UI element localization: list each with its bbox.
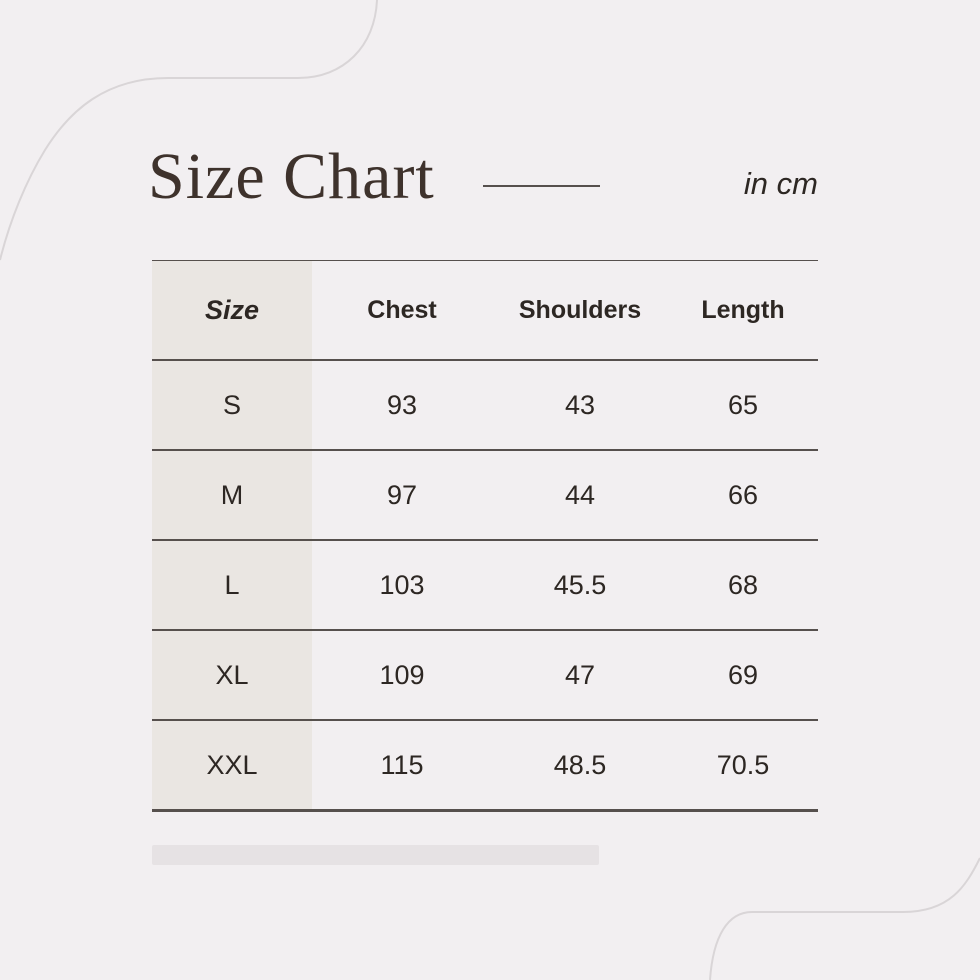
footer-accent-bar bbox=[152, 845, 599, 865]
column-header-length: Length bbox=[701, 295, 785, 324]
row-label: XL bbox=[152, 631, 312, 719]
cell-length: 70.5 bbox=[716, 749, 770, 780]
table-row: S 93 43 65 bbox=[152, 361, 818, 451]
size-table: Size Chest Shoulders Length S 93 43 65 M… bbox=[152, 260, 818, 812]
column-header-shoulders: Shoulders bbox=[518, 295, 642, 324]
unit-label: in cm bbox=[743, 166, 818, 201]
cell-shoulders: 44 bbox=[564, 479, 596, 510]
cell-shoulders: 47 bbox=[564, 659, 596, 690]
table-header-row: Size Chest Shoulders Length bbox=[152, 261, 818, 361]
cell-length: 66 bbox=[727, 479, 759, 510]
cell-shoulders: 43 bbox=[564, 389, 596, 420]
table-row: L 103 45.5 68 bbox=[152, 541, 818, 631]
cell-length: 69 bbox=[727, 659, 759, 690]
table-row: M 97 44 66 bbox=[152, 451, 818, 541]
cell-shoulders: 48.5 bbox=[553, 749, 607, 780]
cell-chest: 109 bbox=[379, 659, 425, 690]
cell-chest: 115 bbox=[380, 749, 424, 780]
column-header-chest: Chest bbox=[367, 295, 437, 324]
table-row: XL 109 47 69 bbox=[152, 631, 818, 721]
cell-shoulders: 45.5 bbox=[553, 569, 607, 600]
cell-chest: 103 bbox=[379, 569, 425, 600]
cell-length: 65 bbox=[727, 389, 759, 420]
page-title: Size Chart bbox=[148, 140, 435, 213]
row-label: S bbox=[152, 361, 312, 449]
row-label: M bbox=[152, 451, 312, 539]
title-dash-line bbox=[483, 185, 600, 187]
decorative-curve-bottom-right bbox=[709, 857, 980, 980]
cell-chest: 93 bbox=[386, 389, 418, 420]
decorative-curve-top-left bbox=[0, 0, 378, 261]
row-label: L bbox=[152, 541, 312, 629]
cell-chest: 97 bbox=[386, 479, 418, 510]
row-label: XXL bbox=[152, 721, 312, 809]
column-header-size: Size bbox=[152, 261, 312, 359]
cell-length: 68 bbox=[727, 569, 759, 600]
table-row: XXL 115 48.5 70.5 bbox=[152, 721, 818, 812]
